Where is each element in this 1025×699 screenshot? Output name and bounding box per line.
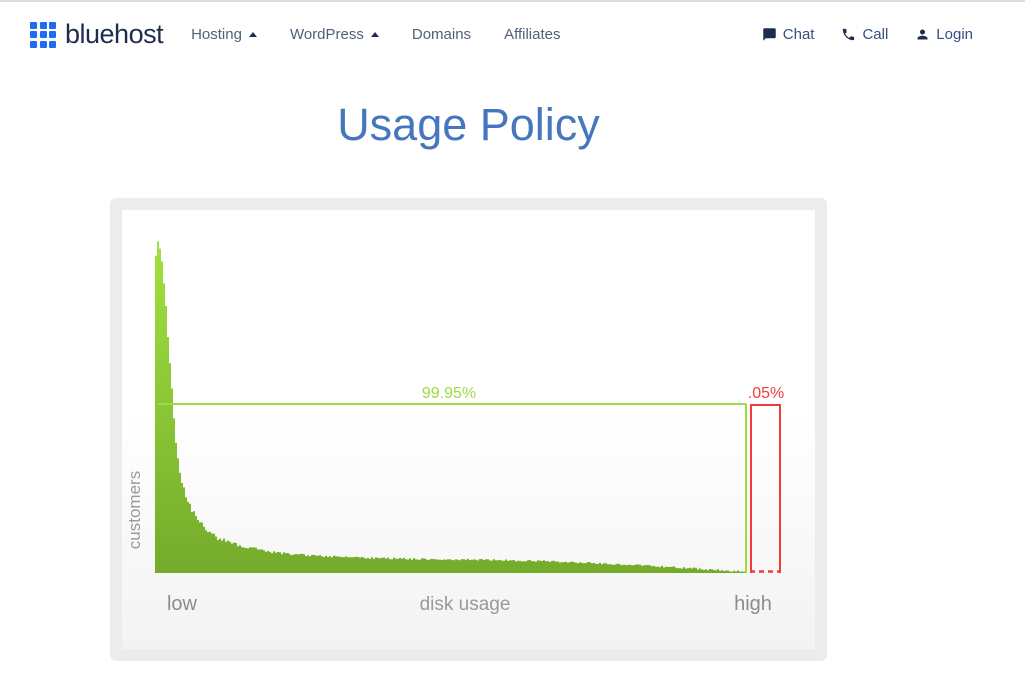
nav-affiliates[interactable]: Affiliates xyxy=(504,26,560,43)
x-tick-high: high xyxy=(734,593,772,615)
usage-chart-card: 99.95% .05% customers low disk usage hig… xyxy=(110,198,827,661)
person-icon xyxy=(917,29,928,40)
nav-domains-label: Domains xyxy=(411,26,472,43)
caret-up-icon xyxy=(248,32,257,37)
chat-button[interactable]: Chat xyxy=(762,26,815,43)
chat-bubble-icon xyxy=(763,28,776,41)
x-tick-low: low xyxy=(167,593,198,615)
red-region-box xyxy=(750,404,781,573)
red-share-label: .05% xyxy=(748,385,784,402)
login-button[interactable]: Login xyxy=(915,26,973,43)
header-actions: Chat Call Login xyxy=(762,26,973,43)
nav-hosting[interactable]: Hosting xyxy=(191,26,257,43)
login-label: Login xyxy=(936,26,973,43)
nav-wordpress-label: WordPress xyxy=(289,26,364,43)
main-nav: Hosting WordPress Domains Affiliates xyxy=(191,26,560,43)
page-title: Usage Policy xyxy=(337,99,600,150)
usage-chart: 99.95% .05% customers low disk usage hig… xyxy=(122,210,815,649)
brand-name: bluehost xyxy=(65,19,164,49)
x-axis-label: disk usage xyxy=(420,594,511,615)
phone-icon xyxy=(843,28,855,41)
main-content: Usage Policy 99.95% xyxy=(110,99,827,661)
call-label: Call xyxy=(862,26,889,43)
chat-label: Chat xyxy=(782,26,815,43)
call-button[interactable]: Call xyxy=(841,26,888,43)
nav-wordpress[interactable]: WordPress xyxy=(290,26,379,43)
bluehost-logo[interactable]: bluehost xyxy=(30,19,164,50)
y-axis-label: customers xyxy=(125,471,144,549)
nav-domains[interactable]: Domains xyxy=(412,26,471,43)
top-nav-bar: bluehost Hosting WordPress Domains Affil… xyxy=(0,2,1025,67)
nav-hosting-label: Hosting xyxy=(191,26,242,43)
green-share-label: 99.95% xyxy=(422,385,476,402)
usage-histogram-svg: 99.95% .05% customers low disk usage hig… xyxy=(125,241,784,615)
caret-up-icon xyxy=(370,32,379,37)
bluehost-grid-icon xyxy=(30,21,56,48)
nav-affiliates-label: Affiliates xyxy=(504,26,561,43)
customers-histogram xyxy=(155,241,747,573)
